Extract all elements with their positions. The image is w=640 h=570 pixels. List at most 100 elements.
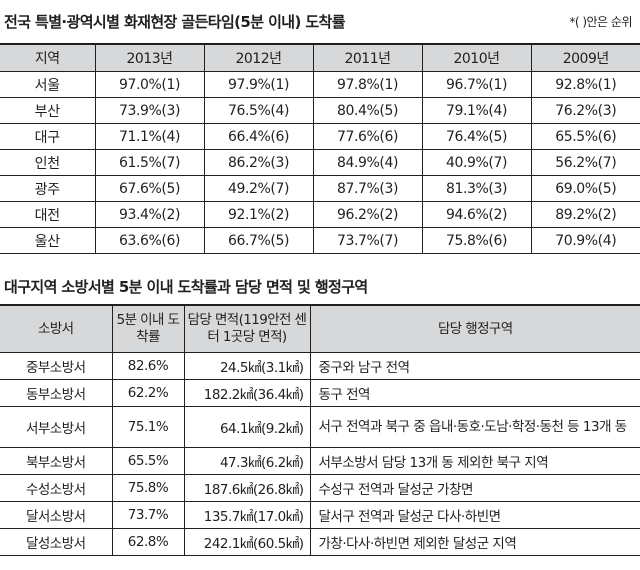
area-cell: 135.7㎢(17.0㎢) — [183, 501, 311, 529]
rate-cell: 96.2%(2) — [312, 201, 423, 228]
table2-title: 대구지역 소방서별 5분 이내 도착률과 담당 면적 및 행정구역 — [4, 278, 368, 296]
rate-cell: 56.2%(7) — [530, 149, 640, 176]
header-region: 지역 — [0, 43, 96, 72]
table-row: 울산 63.6%(6) 66.7%(5) 73.7%(7) 75.8%(6) 70.9%(… — [0, 227, 640, 254]
district-cell: 중구와 남구 전역 — [309, 352, 640, 380]
daegu-fire-station-table: 소방서 5분 이내 도착률 담당 면적(119안전 센터 1곳당 면적) 담당 … — [0, 304, 640, 556]
station-cell: 서부소방서 — [0, 406, 113, 448]
table-row: 북부소방서 65.5% 47.3㎢(6.2㎢) 서부소방서 담당 13개 동 제외한 … — [0, 447, 640, 475]
rate-cell: 97.9%(1) — [203, 71, 314, 98]
rate-cell: 62.8% — [111, 528, 185, 556]
region-cell: 울산 — [0, 227, 96, 254]
area-cell: 64.1㎢(9.2㎢) — [183, 406, 311, 448]
table-row: 달서소방서 73.7% 135.7㎢(17.0㎢) 달서구 전역과 달성군 다사·하빈… — [0, 501, 640, 529]
table-row: 부산 73.9%(3) 76.5%(4) 80.4%(5) 79.1%(4) 76.2%(… — [0, 97, 640, 124]
rate-cell: 89.2%(2) — [530, 201, 640, 228]
rate-cell: 77.6%(6) — [312, 123, 423, 150]
table1-title: 전국 특별·광역시별 화재현장 골든타임(5분 이내) 도착률 — [4, 13, 346, 31]
station-cell: 동부소방서 — [0, 379, 113, 407]
rate-cell: 93.4%(2) — [94, 201, 205, 228]
rank-note: *( )안은 순위 — [569, 15, 632, 29]
rate-cell: 75.8%(6) — [421, 227, 532, 254]
table-row: 서부소방서 75.1% 64.1㎢(9.2㎢) 서구 전역과 북구 중 읍내·동호·도… — [0, 406, 640, 448]
header-2009: 2009년 — [530, 43, 640, 72]
rate-cell: 65.5%(6) — [530, 123, 640, 150]
table-row: 중부소방서 82.6% 24.5㎢(3.1㎢) 중구와 남구 전역 — [0, 352, 640, 380]
district-cell: 동구 전역 — [309, 379, 640, 407]
table-row: 광주 67.6%(5) 49.2%(7) 87.7%(3) 81.3%(3) 69.0%(… — [0, 175, 640, 202]
station-cell: 달서소방서 — [0, 501, 113, 529]
rate-cell: 63.6%(6) — [94, 227, 205, 254]
rate-cell: 71.1%(4) — [94, 123, 205, 150]
rate-cell: 86.2%(3) — [203, 149, 314, 176]
header-station: 소방서 — [0, 304, 113, 353]
area-cell: 47.3㎢(6.2㎢) — [183, 447, 311, 475]
rate-cell: 73.7% — [111, 501, 185, 529]
area-cell: 187.6㎢(26.8㎢) — [183, 474, 311, 502]
rate-cell: 69.0%(5) — [530, 175, 640, 202]
rate-cell: 79.1%(4) — [421, 97, 532, 124]
rate-cell: 97.0%(1) — [94, 71, 205, 98]
header-rate: 5분 이내 도착률 — [111, 304, 185, 353]
rate-cell: 76.5%(4) — [203, 97, 314, 124]
rate-cell: 92.1%(2) — [203, 201, 314, 228]
area-cell: 24.5㎢(3.1㎢) — [183, 352, 311, 380]
region-cell: 대구 — [0, 123, 96, 150]
rate-cell: 70.9%(4) — [530, 227, 640, 254]
rate-cell: 97.8%(1) — [312, 71, 423, 98]
district-cell: 수성구 전역과 달성군 가창면 — [309, 474, 640, 502]
rate-cell: 73.9%(3) — [94, 97, 205, 124]
table-row: 달성소방서 62.8% 242.1㎢(60.5㎢) 가창·다사·하빈면 제외한 달성군… — [0, 528, 640, 556]
header-2012: 2012년 — [203, 43, 314, 72]
table-row: 대전 93.4%(2) 92.1%(2) 96.2%(2) 94.6%(2) 89.2%(… — [0, 201, 640, 228]
rate-cell: 40.9%(7) — [421, 149, 532, 176]
district-cell: 가창·다사·하빈면 제외한 달성군 지역 — [309, 528, 640, 556]
arrival-rate-by-city-table: 지역 2013년 2012년 2011년 2010년 2009년 서울 97.0%… — [0, 43, 640, 254]
rate-cell: 84.9%(4) — [312, 149, 423, 176]
rate-cell: 76.4%(5) — [421, 123, 532, 150]
rate-cell: 75.8% — [111, 474, 185, 502]
table-row: 수성소방서 75.8% 187.6㎢(26.8㎢) 수성구 전역과 달성군 가창면 — [0, 474, 640, 502]
region-cell: 인천 — [0, 149, 96, 176]
station-cell: 달성소방서 — [0, 528, 113, 556]
area-cell: 242.1㎢(60.5㎢) — [183, 528, 311, 556]
area-cell: 182.2㎢(36.4㎢) — [183, 379, 311, 407]
district-cell: 서구 전역과 북구 중 읍내·동호·도남·학정·동천 등 13개 동 — [309, 406, 640, 448]
header-2013: 2013년 — [94, 43, 205, 72]
rate-cell: 81.3%(3) — [421, 175, 532, 202]
region-cell: 대전 — [0, 201, 96, 228]
district-cell: 달서구 전역과 달성군 다사·하빈면 — [309, 501, 640, 529]
rate-cell: 82.6% — [111, 352, 185, 380]
rate-cell: 61.5%(7) — [94, 149, 205, 176]
table-row: 대구 71.1%(4) 66.4%(6) 77.6%(6) 76.4%(5) 65.5%(… — [0, 123, 640, 150]
rate-cell: 73.7%(7) — [312, 227, 423, 254]
header-2011: 2011년 — [312, 43, 423, 72]
table1-header-row: 지역 2013년 2012년 2011년 2010년 2009년 — [0, 43, 640, 72]
rate-cell: 49.2%(7) — [203, 175, 314, 202]
station-cell: 북부소방서 — [0, 447, 113, 475]
rate-cell: 76.2%(3) — [530, 97, 640, 124]
table2-header-row: 소방서 5분 이내 도착률 담당 면적(119안전 센터 1곳당 면적) 담당 … — [0, 304, 640, 353]
station-cell: 중부소방서 — [0, 352, 113, 380]
rate-cell: 75.1% — [111, 406, 185, 448]
station-cell: 수성소방서 — [0, 474, 113, 502]
rate-cell: 65.5% — [111, 447, 185, 475]
region-cell: 부산 — [0, 97, 96, 124]
rate-cell: 66.4%(6) — [203, 123, 314, 150]
region-cell: 광주 — [0, 175, 96, 202]
header-district: 담당 행정구역 — [309, 304, 640, 353]
rate-cell: 62.2% — [111, 379, 185, 407]
table-row: 인천 61.5%(7) 86.2%(3) 84.9%(4) 40.9%(7) 56.2%(… — [0, 149, 640, 176]
header-2010: 2010년 — [421, 43, 532, 72]
rate-cell: 96.7%(1) — [421, 71, 532, 98]
rate-cell: 94.6%(2) — [421, 201, 532, 228]
table-row: 동부소방서 62.2% 182.2㎢(36.4㎢) 동구 전역 — [0, 379, 640, 407]
rate-cell: 80.4%(5) — [312, 97, 423, 124]
rate-cell: 66.7%(5) — [203, 227, 314, 254]
district-cell: 서부소방서 담당 13개 동 제외한 북구 지역 — [309, 447, 640, 475]
rate-cell: 87.7%(3) — [312, 175, 423, 202]
region-cell: 서울 — [0, 71, 96, 98]
header-area: 담당 면적(119안전 센터 1곳당 면적) — [183, 304, 311, 353]
table-row: 서울 97.0%(1) 97.9%(1) 97.8%(1) 96.7%(1) 92.8%(… — [0, 71, 640, 98]
